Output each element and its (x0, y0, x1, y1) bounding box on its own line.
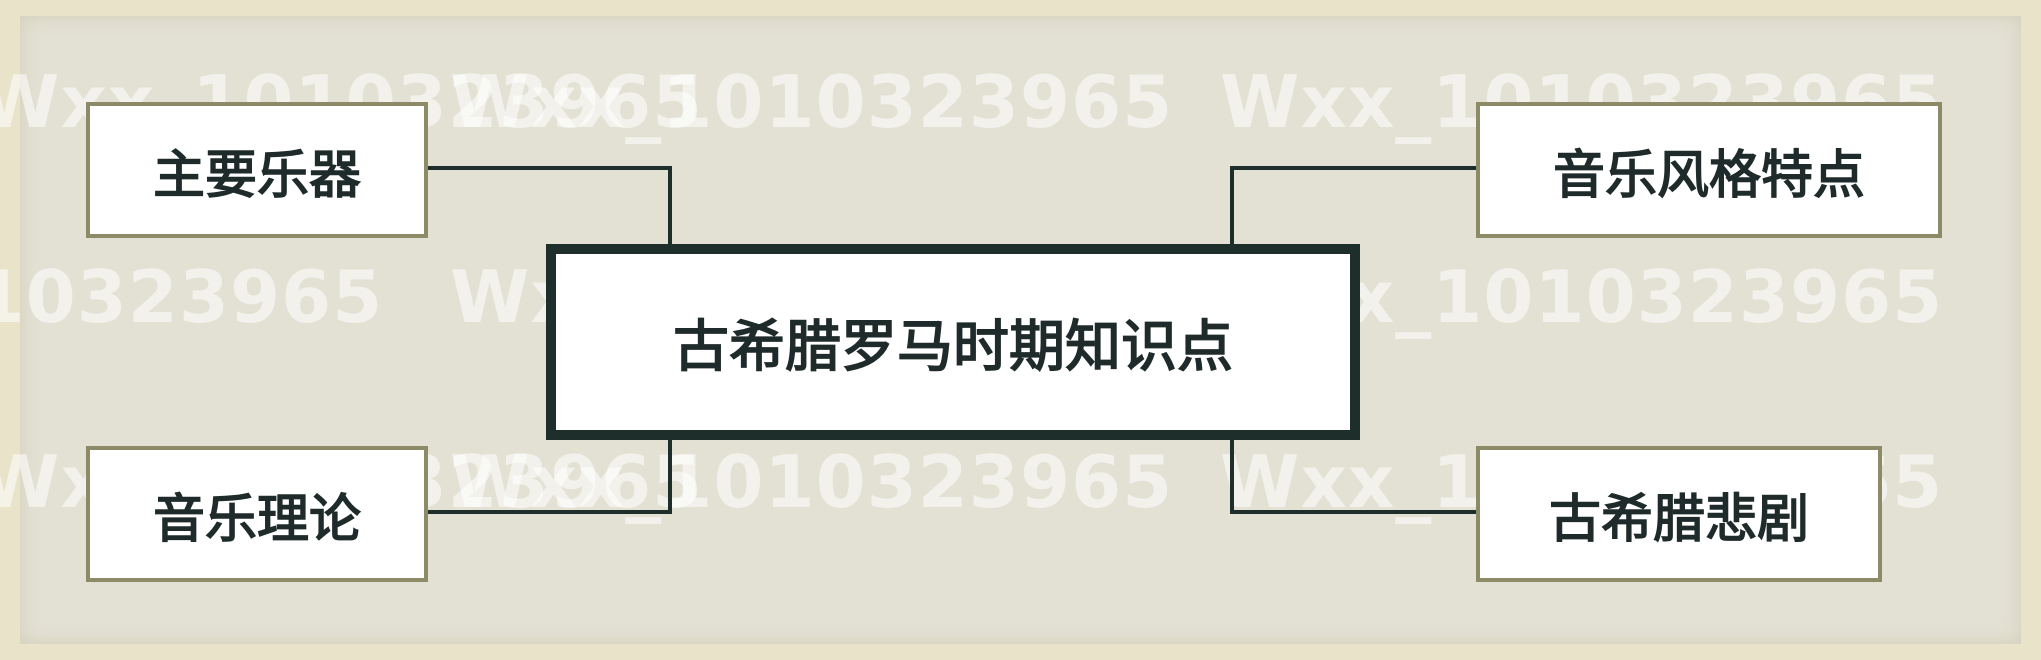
connector-top-left (428, 166, 672, 248)
node-bottom-right: 古希腊悲剧 (1476, 446, 1882, 582)
node-top-right: 音乐风格特点 (1476, 102, 1942, 238)
node-top-left: 主要乐器 (86, 102, 428, 238)
connector-top-right (1230, 166, 1478, 248)
connector-bottom-right (1230, 432, 1478, 514)
connector-bottom-left (428, 432, 672, 514)
center-node: 古希腊罗马时期知识点 (546, 244, 1360, 440)
node-bottom-left: 音乐理论 (86, 446, 428, 582)
